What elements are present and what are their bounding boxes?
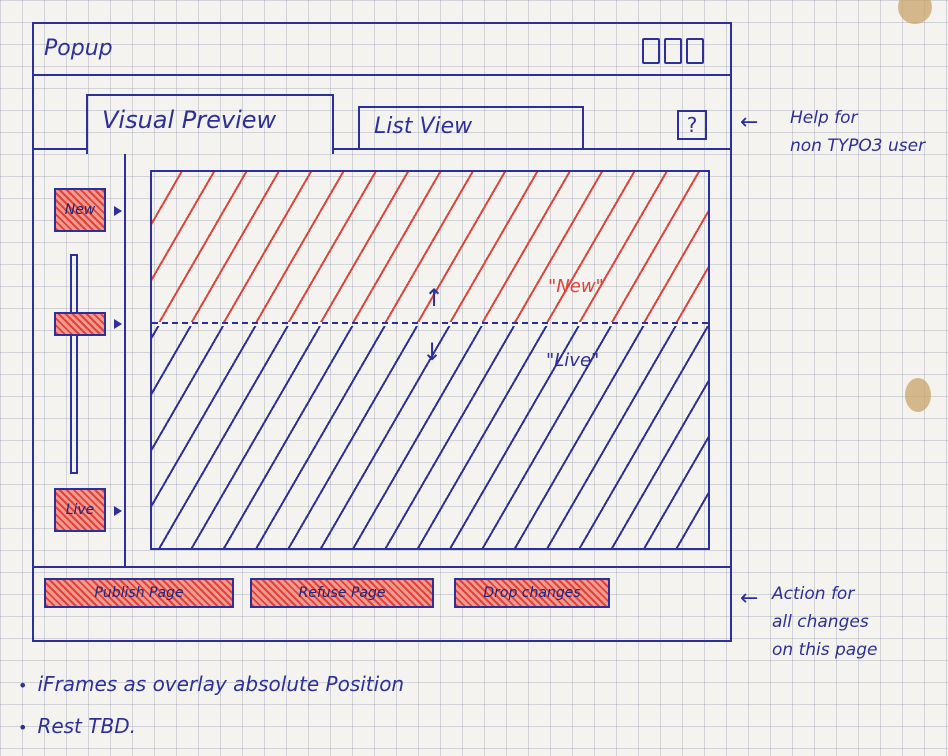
new-pane-label: "New" [548,276,604,297]
close-icon[interactable] [686,38,704,64]
live-version-pane [152,326,708,548]
punch-hole [905,378,931,412]
arrow-down-icon: ↓ [422,338,443,366]
bullet-text: Rest TBD. [37,714,136,738]
minimize-icon[interactable] [642,38,660,64]
arrow-right-icon [114,506,122,516]
note-line: non TYPO3 user [790,136,926,156]
action-bar: Publish Page Refuse Page Drop changes [34,566,730,618]
arrow-left-icon: ← [740,110,759,135]
title-bar: Popup [34,24,730,76]
sidebar: New Live [34,154,126,566]
arrow-right-icon [114,206,122,216]
bullet-item: • Rest TBD. [18,714,136,738]
help-button[interactable]: ? [677,110,707,140]
tab-divider [34,148,86,150]
tab-list-view[interactable]: List View [358,106,584,148]
help-note: Help for non TYPO3 user [790,104,925,160]
new-version-pane [152,172,708,322]
popup-window: Popup Visual Preview List View ? New Liv… [32,22,732,642]
live-pane-label: "Live" [546,350,600,371]
window-title: Popup [44,36,113,61]
bullet-item: • iFrames as overlay absolute Position [18,672,405,696]
tab-visual-preview[interactable]: Visual Preview [86,94,334,154]
split-divider[interactable] [152,322,708,324]
preview-frame: ↑ ↓ "New" "Live" [150,170,710,550]
version-slider-handle[interactable] [54,312,106,336]
publish-page-button[interactable]: Publish Page [44,578,234,608]
maximize-icon[interactable] [664,38,682,64]
new-version-button[interactable]: New [54,188,106,232]
note-line: on this page [772,640,878,660]
refuse-page-button[interactable]: Refuse Page [250,578,434,608]
arrow-right-icon [114,319,122,329]
arrow-up-icon: ↑ [424,284,445,312]
live-version-button[interactable]: Live [54,488,106,532]
tab-divider [334,148,730,150]
note-line: all changes [772,612,869,632]
note-line: Action for [772,584,855,604]
action-note: Action for all changes on this page [772,580,877,664]
punch-hole [898,0,932,24]
bullet-text: iFrames as overlay absolute Position [37,672,405,696]
version-slider-track[interactable] [70,254,78,474]
drop-changes-button[interactable]: Drop changes [454,578,610,608]
note-line: Help for [790,108,858,128]
arrow-left-icon: ← [740,586,759,611]
